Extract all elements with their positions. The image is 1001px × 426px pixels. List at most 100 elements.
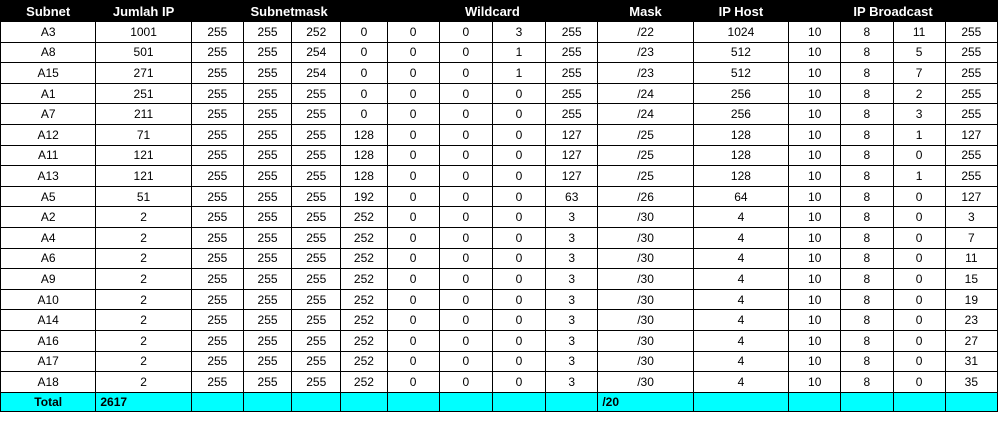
cell-broadcast-octet-1: 10 [788, 288, 842, 311]
cell-wildcard-octet-1: 0 [386, 288, 440, 311]
header-subnet: Subnet [0, 0, 97, 22]
cell-subnetmask-octet-2: 255 [242, 206, 293, 228]
cell-wildcard-octet-3: 0 [491, 144, 547, 167]
cell-subnet: A18 [0, 371, 97, 393]
cell-jumlah-ip: 51 [95, 185, 192, 208]
cell-wildcard-octet-4: 3 [545, 309, 599, 331]
cell-ip-host: 4 [692, 329, 790, 352]
total-empty-cell [242, 391, 293, 412]
table-row: A13 121 255 255 255 128 0 0 0 127/25 128 10 8 1 255 [0, 165, 999, 187]
cell-mask: /23 [597, 62, 694, 84]
total-jumlah-ip: 2617 [95, 391, 192, 412]
cell-jumlah-ip: 2 [95, 268, 192, 290]
cell-wildcard-octet-4: 3 [545, 350, 599, 373]
cell-subnetmask-octet-3: 254 [291, 41, 342, 64]
cell-wildcard-octet-1: 0 [386, 62, 440, 84]
cell-wildcard-octet-4: 3 [545, 268, 599, 290]
header-wildcard: Wildcard [386, 0, 599, 22]
cell-subnetmask-octet-1: 255 [190, 268, 244, 290]
cell-subnetmask-octet-1: 255 [190, 123, 244, 146]
cell-broadcast-octet-1: 10 [788, 123, 842, 146]
subnet-table: Subnet Jumlah IP Subnetmask Wildcard Mas… [0, 0, 999, 412]
cell-wildcard-octet-2: 0 [438, 206, 493, 228]
cell-subnetmask-octet-2: 255 [242, 62, 293, 84]
cell-broadcast-octet-4: 255 [944, 165, 999, 187]
cell-wildcard-octet-3: 1 [491, 41, 547, 64]
cell-subnet: A14 [0, 309, 97, 331]
cell-subnetmask-octet-2: 255 [242, 82, 293, 105]
total-empty-cell [491, 391, 547, 412]
cell-broadcast-octet-1: 10 [788, 21, 842, 43]
table-body: A3 1001 255 255 252 0 0 0 3 255/22 1024 10 8 11 255 A8 5… [0, 21, 999, 393]
cell-wildcard-octet-2: 0 [438, 165, 493, 187]
cell-subnetmask-octet-2: 255 [242, 268, 293, 290]
table-row: A18 2 255 255 255 252 0 0 0 3/30 4 10 8 0 35 [0, 371, 999, 393]
cell-wildcard-octet-1: 0 [386, 226, 440, 249]
cell-subnetmask-octet-2: 255 [242, 309, 293, 331]
cell-broadcast-octet-1: 10 [788, 350, 842, 373]
cell-wildcard-octet-3: 0 [491, 371, 547, 393]
cell-wildcard-octet-1: 0 [386, 268, 440, 290]
cell-broadcast-octet-2: 8 [840, 82, 894, 105]
cell-wildcard-octet-3: 0 [491, 123, 547, 146]
cell-subnetmask-octet-2: 255 [242, 103, 293, 125]
cell-ip-host: 256 [692, 82, 790, 105]
cell-subnetmask-octet-1: 255 [190, 41, 244, 64]
cell-broadcast-octet-4: 255 [944, 21, 999, 43]
cell-jumlah-ip: 271 [95, 62, 192, 84]
cell-broadcast-octet-1: 10 [788, 206, 842, 228]
cell-wildcard-octet-4: 255 [545, 21, 599, 43]
cell-subnetmask-octet-1: 255 [190, 288, 244, 311]
cell-ip-host: 128 [692, 123, 790, 146]
cell-broadcast-octet-1: 10 [788, 247, 842, 270]
cell-broadcast-octet-2: 8 [840, 165, 894, 187]
cell-subnetmask-octet-2: 255 [242, 247, 293, 270]
cell-broadcast-octet-1: 10 [788, 82, 842, 105]
cell-subnetmask-octet-1: 255 [190, 206, 244, 228]
cell-wildcard-octet-1: 0 [386, 123, 440, 146]
cell-wildcard-octet-4: 3 [545, 226, 599, 249]
table-row: A8 501 255 255 254 0 0 0 1 255/23 512 10 8 5 255 [0, 41, 999, 64]
cell-ip-host: 4 [692, 350, 790, 373]
cell-ip-host: 128 [692, 165, 790, 187]
cell-subnet: A13 [0, 165, 97, 187]
cell-jumlah-ip: 2 [95, 226, 192, 249]
cell-broadcast-octet-3: 7 [892, 62, 946, 84]
cell-subnetmask-octet-1: 255 [190, 62, 244, 84]
cell-mask: /30 [597, 268, 694, 290]
cell-wildcard-octet-2: 0 [438, 21, 493, 43]
cell-subnetmask-octet-3: 255 [291, 288, 342, 311]
cell-mask: /24 [597, 103, 694, 125]
cell-wildcard-octet-2: 0 [438, 329, 493, 352]
cell-ip-host: 4 [692, 371, 790, 393]
cell-subnetmask-octet-2: 255 [242, 288, 293, 311]
cell-broadcast-octet-4: 15 [944, 268, 999, 290]
cell-broadcast-octet-4: 127 [944, 185, 999, 208]
cell-broadcast-octet-3: 0 [892, 206, 946, 228]
cell-mask: /25 [597, 144, 694, 167]
cell-wildcard-octet-1: 0 [386, 206, 440, 228]
table-row: A6 2 255 255 255 252 0 0 0 3/30 4 10 8 0 11 [0, 247, 999, 270]
cell-subnet: A7 [0, 103, 97, 125]
cell-wildcard-octet-1: 0 [386, 329, 440, 352]
cell-wildcard-octet-4: 127 [545, 144, 599, 167]
cell-broadcast-octet-3: 1 [892, 165, 946, 187]
cell-wildcard-octet-2: 0 [438, 123, 493, 146]
cell-mask: /23 [597, 41, 694, 64]
cell-subnetmask-octet-4: 252 [340, 206, 388, 228]
table-row: A16 2 255 255 255 252 0 0 0 3/30 4 10 8 0 27 [0, 329, 999, 352]
cell-wildcard-octet-3: 0 [491, 82, 547, 105]
table-row: A12 71 255 255 255 128 0 0 0 127/25 128 10 8 1 127 [0, 123, 999, 146]
header-ip-host: IP Host [692, 0, 790, 22]
cell-broadcast-octet-2: 8 [840, 247, 894, 270]
cell-broadcast-octet-3: 0 [892, 371, 946, 393]
cell-broadcast-octet-3: 2 [892, 82, 946, 105]
cell-broadcast-octet-4: 31 [944, 350, 999, 373]
cell-wildcard-octet-2: 0 [438, 371, 493, 393]
cell-ip-host: 512 [692, 62, 790, 84]
cell-jumlah-ip: 501 [95, 41, 192, 64]
cell-mask: /30 [597, 226, 694, 249]
total-label: Total [0, 391, 97, 412]
cell-subnet: A15 [0, 62, 97, 84]
cell-broadcast-octet-1: 10 [788, 144, 842, 167]
